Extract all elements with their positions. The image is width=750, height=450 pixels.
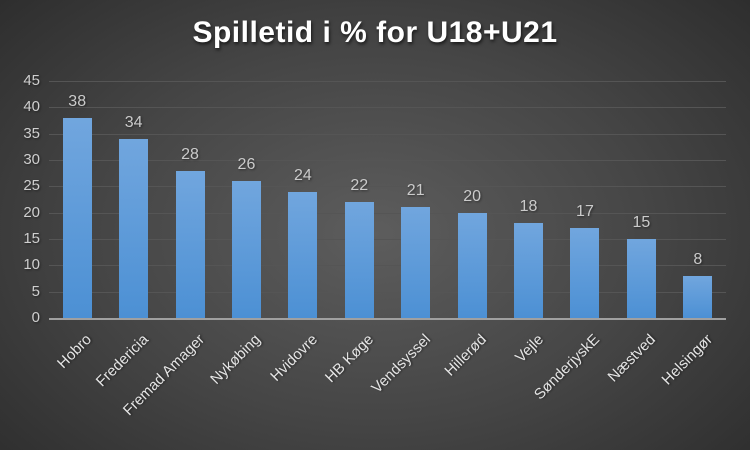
value-label-hobro: 38 bbox=[68, 92, 87, 110]
chart-title: Spilletid i % for U18+U21 bbox=[192, 16, 558, 49]
bar-fredericia bbox=[119, 138, 149, 318]
y-tick-20: 20 bbox=[23, 203, 40, 221]
value-label-n-stved: 15 bbox=[632, 214, 651, 231]
bar-fremad-amager bbox=[175, 170, 205, 318]
value-label-fredericia: 34 bbox=[124, 113, 143, 131]
value-label-helsing-r: 8 bbox=[693, 250, 703, 268]
y-tick-0: 0 bbox=[31, 309, 40, 326]
gridline-35 bbox=[49, 133, 726, 135]
x-axis-line bbox=[49, 318, 726, 320]
gridline-20 bbox=[49, 212, 726, 214]
gridline-40 bbox=[49, 107, 726, 109]
y-tick-15: 15 bbox=[23, 230, 40, 247]
value-label-s-nderjyske: 17 bbox=[576, 203, 594, 221]
bar-nyk-bing bbox=[231, 181, 261, 318]
bar-s-nderjyske bbox=[570, 228, 600, 318]
value-label-nyk-bing: 26 bbox=[237, 156, 256, 174]
gridline-10 bbox=[49, 265, 726, 267]
y-tick-40: 40 bbox=[23, 98, 40, 116]
value-label-hiller-d: 20 bbox=[463, 187, 482, 205]
bar-hvidovre bbox=[288, 191, 318, 318]
gridline-30 bbox=[49, 160, 726, 161]
y-tick-25: 25 bbox=[23, 177, 40, 195]
y-tick-5: 5 bbox=[31, 282, 40, 300]
value-label-hb-k-ge: 22 bbox=[350, 177, 369, 195]
bar-hobro bbox=[62, 117, 92, 318]
gridline-25 bbox=[49, 186, 726, 188]
value-label-vendsyssel: 21 bbox=[406, 182, 425, 200]
bar-vendsyssel bbox=[401, 207, 431, 318]
value-label-vejle: 18 bbox=[519, 198, 538, 216]
gridline-15 bbox=[49, 239, 726, 240]
y-tick-30: 30 bbox=[23, 151, 40, 168]
y-tick-35: 35 bbox=[23, 124, 40, 142]
value-label-hvidovre: 24 bbox=[293, 166, 312, 184]
y-tick-10: 10 bbox=[23, 256, 40, 274]
y-tick-45: 45 bbox=[23, 72, 40, 89]
bar-helsing-r bbox=[683, 275, 713, 318]
bar-hb-k-ge bbox=[344, 202, 374, 318]
gridline-45 bbox=[49, 81, 726, 82]
gridline-5 bbox=[49, 291, 726, 293]
bar-vejle bbox=[514, 223, 544, 318]
bar-hiller-d bbox=[457, 212, 487, 318]
bar-n-stved bbox=[626, 239, 656, 318]
value-label-fremad-amager: 28 bbox=[181, 145, 199, 163]
